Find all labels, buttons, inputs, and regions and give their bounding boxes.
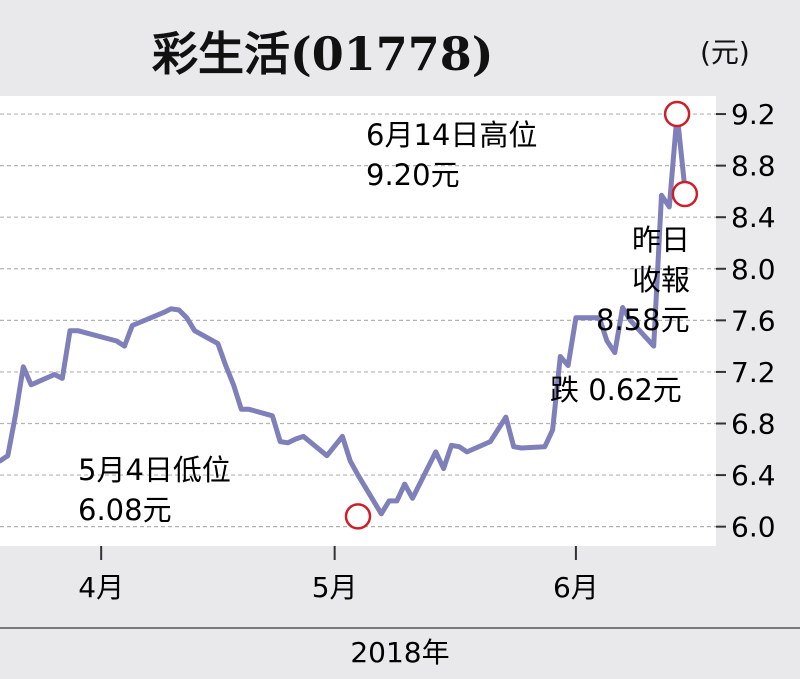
low-annotation-line1: 5月4日低位 [78,453,231,487]
x-tick-label: 5月 [312,571,358,604]
x-axis-label: 2018年 [350,636,449,669]
y-tick-label: 6.4 [731,459,776,492]
chart-title: 彩生活(01778) [152,27,494,81]
close-annotation-line2: 收報 [632,263,690,297]
close-marker [671,180,699,208]
low-annotation-line2: 6.08元 [78,493,172,527]
y-tick-label: 9.2 [731,98,776,131]
close-annotation-line4: 跌 0.62元 [550,373,682,407]
y-tick-label: 6.0 [731,511,776,544]
y-tick-label: 8.0 [731,253,776,286]
low-marker [344,503,372,530]
y-tick-label: 7.6 [731,304,776,337]
y-tick-label: 6.8 [731,408,776,441]
x-axis-ticks: 4月 5月 6月 [78,546,599,604]
annotation-markers [344,100,699,530]
close-annotation-line3: 8.58元 [596,303,690,337]
price-line [0,111,688,517]
close-annotation-line1: 昨日 [632,223,690,257]
high-annotation-line1: 6月14日高位 [366,118,537,152]
high-annotation-line2: 9.20元 [366,158,460,192]
y-tick-label: 8.4 [731,201,776,234]
high-marker [663,100,691,128]
unit-label: (元) [700,36,750,69]
x-tick-label: 6月 [553,571,599,604]
x-tick-label: 4月 [78,571,124,604]
y-axis-ticks: 6.0 6.4 6.8 7.2 7.6 8.0 8.4 8.8 9.2 [716,98,776,544]
y-tick-label: 8.8 [731,150,776,183]
y-tick-label: 7.2 [731,356,776,389]
